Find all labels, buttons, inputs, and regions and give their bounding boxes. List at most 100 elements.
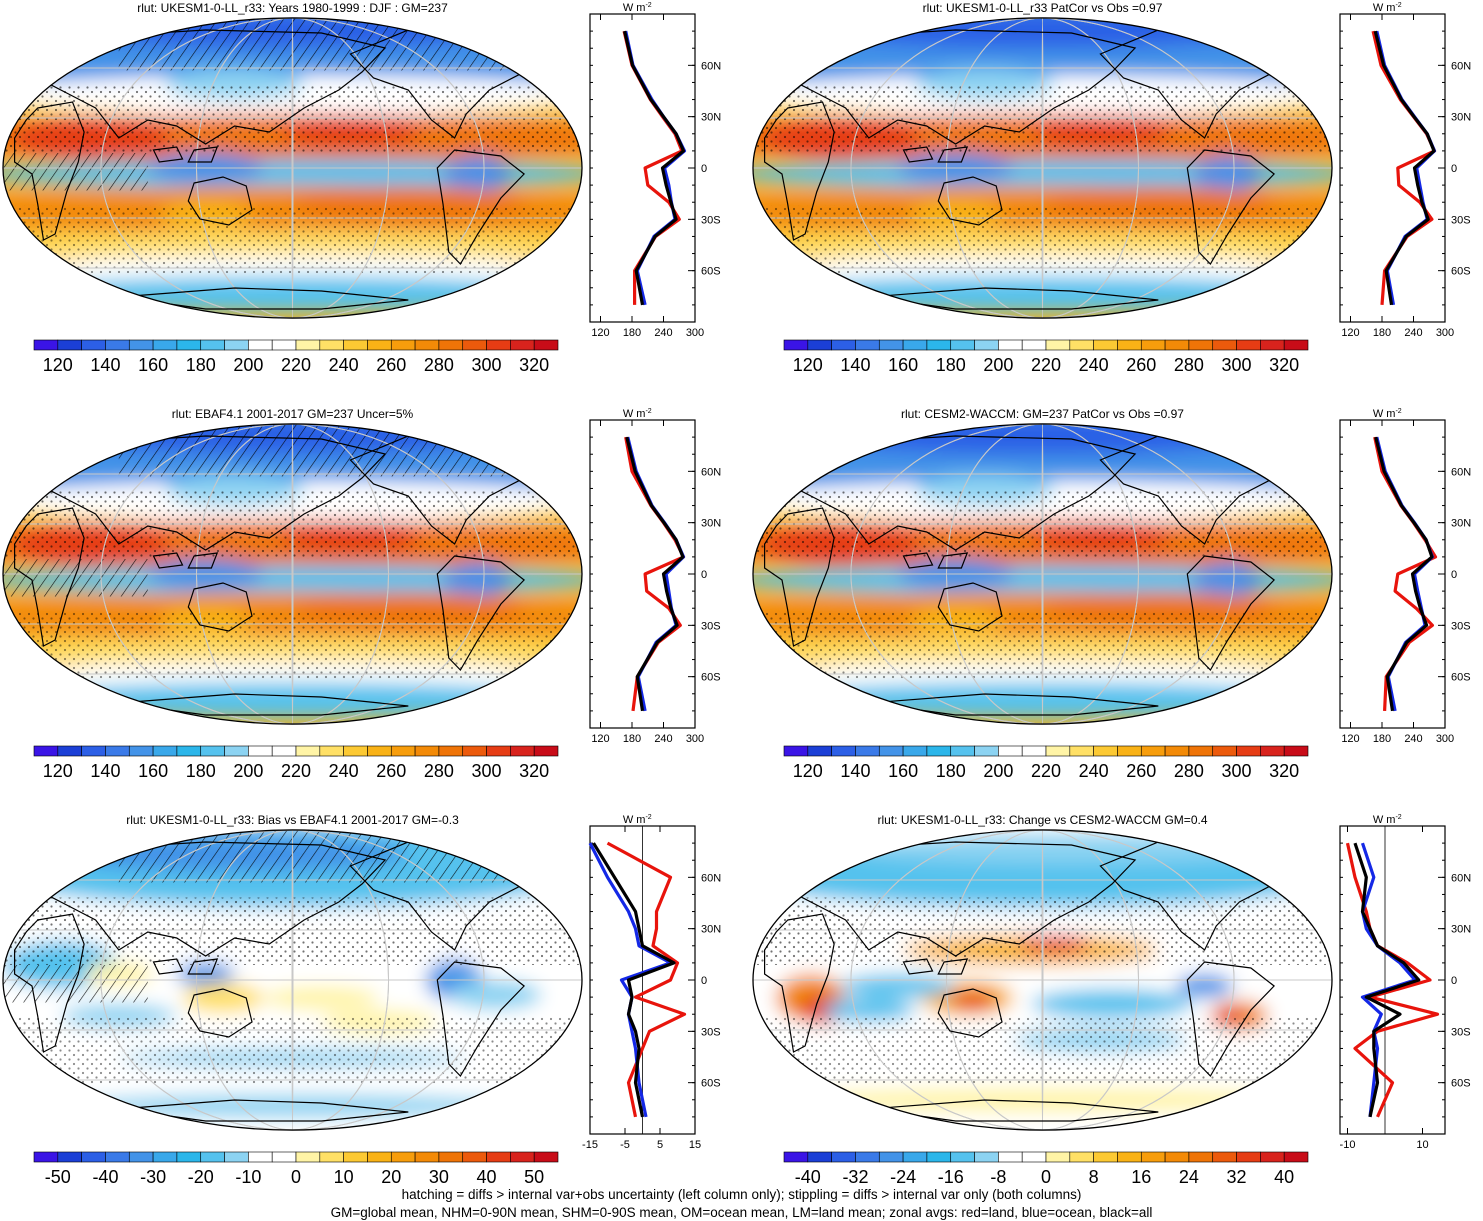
coastline <box>187 176 253 226</box>
coastline <box>868 287 1159 310</box>
colorbar-swatch <box>855 1151 880 1163</box>
colorbar-swatch <box>510 745 535 757</box>
field-region <box>1193 562 1263 598</box>
colorbar-tick-label: 10 <box>334 1167 354 1187</box>
colorbar-tick-label: 320 <box>1269 761 1299 781</box>
colorbar-swatch <box>1021 1151 1047 1163</box>
zonal-lat-label: 60S <box>1451 266 1471 278</box>
colorbar-tick-label: 200 <box>233 355 263 375</box>
field-region <box>1193 156 1263 192</box>
colorbar-tick-label: 260 <box>1126 355 1156 375</box>
zonal-lat-label: 30S <box>1451 214 1471 226</box>
colorbar-swatch <box>343 1151 368 1163</box>
zonal-lat-label: 60S <box>701 266 721 278</box>
zonal-frame <box>589 419 696 729</box>
colorbar-swatch <box>414 339 440 351</box>
zonal-x-label: 120 <box>1341 327 1359 339</box>
footnote-legend: GM=global mean, NHM=0-90N mean, SHM=0-90… <box>330 1205 1153 1220</box>
zonal-lat-label: 60N <box>1451 466 1471 478</box>
colorbar-swatch <box>831 745 856 757</box>
colorbar-tick-label: 220 <box>281 761 311 781</box>
hatching <box>3 965 148 1003</box>
colorbar-swatch <box>1069 339 1094 351</box>
colorbar-swatch <box>974 745 999 757</box>
map-field <box>753 423 1332 725</box>
colorbar-swatch <box>1117 745 1142 757</box>
footnote-hatching: hatching = diffs > internal var+obs unce… <box>401 1187 1082 1202</box>
colorbar-tick-label: 180 <box>936 761 966 781</box>
colorbar-swatch <box>1212 745 1237 757</box>
colorbar-swatch <box>33 1151 59 1163</box>
colorbar-tick-label: 280 <box>424 355 454 375</box>
colorbar-tick-label: 24 <box>1179 1167 1199 1187</box>
colorbar-swatch <box>343 339 368 351</box>
coastline <box>152 146 184 163</box>
colorbar-swatch <box>176 745 202 757</box>
colorbar-swatch <box>128 339 154 351</box>
colorbar-swatch <box>1164 339 1190 351</box>
colorbar-swatch <box>1283 745 1309 757</box>
zonal-series-all <box>625 436 685 712</box>
field-region <box>1175 974 1234 998</box>
zonal-series-ocean <box>588 842 673 1118</box>
graticule-meridian <box>291 17 294 319</box>
field-region <box>949 992 997 1010</box>
hatching <box>3 153 148 191</box>
panel-title: rlut: CESM2-WACCM: GM=237 PatCor vs Obs … <box>901 407 1184 421</box>
zonal-x-label: -5 <box>620 1139 630 1151</box>
panel-title: rlut: UKESM1-0-LL_r33: Change vs CESM2-W… <box>878 813 1208 827</box>
colorbar-swatch <box>438 1151 464 1163</box>
coastline <box>937 146 969 163</box>
colorbar-tick-label: 160 <box>888 761 918 781</box>
coastline <box>187 582 253 632</box>
colorbar-tick-label: 280 <box>424 761 454 781</box>
zonal-x-label: -15 <box>582 1139 598 1151</box>
hatching <box>118 18 525 71</box>
zonal-series-land <box>1345 842 1440 1118</box>
map-border <box>752 829 1333 1131</box>
colorbar-tick-label: 240 <box>1079 355 1109 375</box>
colorbar-swatch <box>1117 1151 1142 1163</box>
colorbar-swatch <box>950 745 975 757</box>
zonal-series-ocean <box>1360 842 1417 1118</box>
colorbar-tick-label: 320 <box>519 761 549 781</box>
coastline <box>764 507 835 647</box>
zonal-x-label: 240 <box>654 327 672 339</box>
colorbar-swatch <box>1188 339 1214 351</box>
colorbar-swatch <box>152 339 178 351</box>
colorbar-tick-label: 160 <box>138 355 168 375</box>
colorbar-swatch <box>224 339 249 351</box>
colorbar-swatch <box>176 339 202 351</box>
colorbar-swatch <box>855 745 880 757</box>
coastline <box>118 693 409 716</box>
graticule-meridian <box>1041 829 1044 1131</box>
colorbar-swatch <box>1260 1151 1285 1163</box>
colorbar-swatch <box>57 1151 82 1163</box>
colorbar-swatch <box>1212 339 1237 351</box>
colorbar-swatch <box>33 339 59 351</box>
colorbar-tick-label: 20 <box>381 1167 401 1187</box>
field-region <box>839 974 956 998</box>
colorbar-swatch <box>128 745 154 757</box>
coastline <box>937 176 1003 226</box>
map-panel-1: rlut: UKESM1-0-LL_r33: Years 1980-1999 :… <box>2 1 583 319</box>
zonal-unit-label: W m-2 <box>623 408 652 420</box>
colorbar-tick-label: 200 <box>983 355 1013 375</box>
graticule-meridian <box>1041 423 1044 725</box>
field-region <box>822 998 916 1022</box>
colorbar-tick-label: 260 <box>1126 761 1156 781</box>
map-panel-6: rlut: UKESM1-0-LL_r33: Change vs CESM2-W… <box>752 813 1333 1131</box>
zonal-lat-label: 30S <box>1451 620 1471 632</box>
zonal-frame <box>1339 419 1446 729</box>
coastline <box>118 1099 409 1122</box>
colorbar-tick-label: 160 <box>888 355 918 375</box>
colorbar-swatch <box>1283 339 1309 351</box>
map-field <box>2 423 582 725</box>
colorbar-swatch <box>1236 1151 1261 1163</box>
colorbar-tick-label: 260 <box>376 761 406 781</box>
colorbar-swatch <box>462 339 487 351</box>
coastline <box>937 958 969 975</box>
zonal-lat-label: 30S <box>701 214 721 226</box>
colorbar-swatch <box>510 1151 535 1163</box>
